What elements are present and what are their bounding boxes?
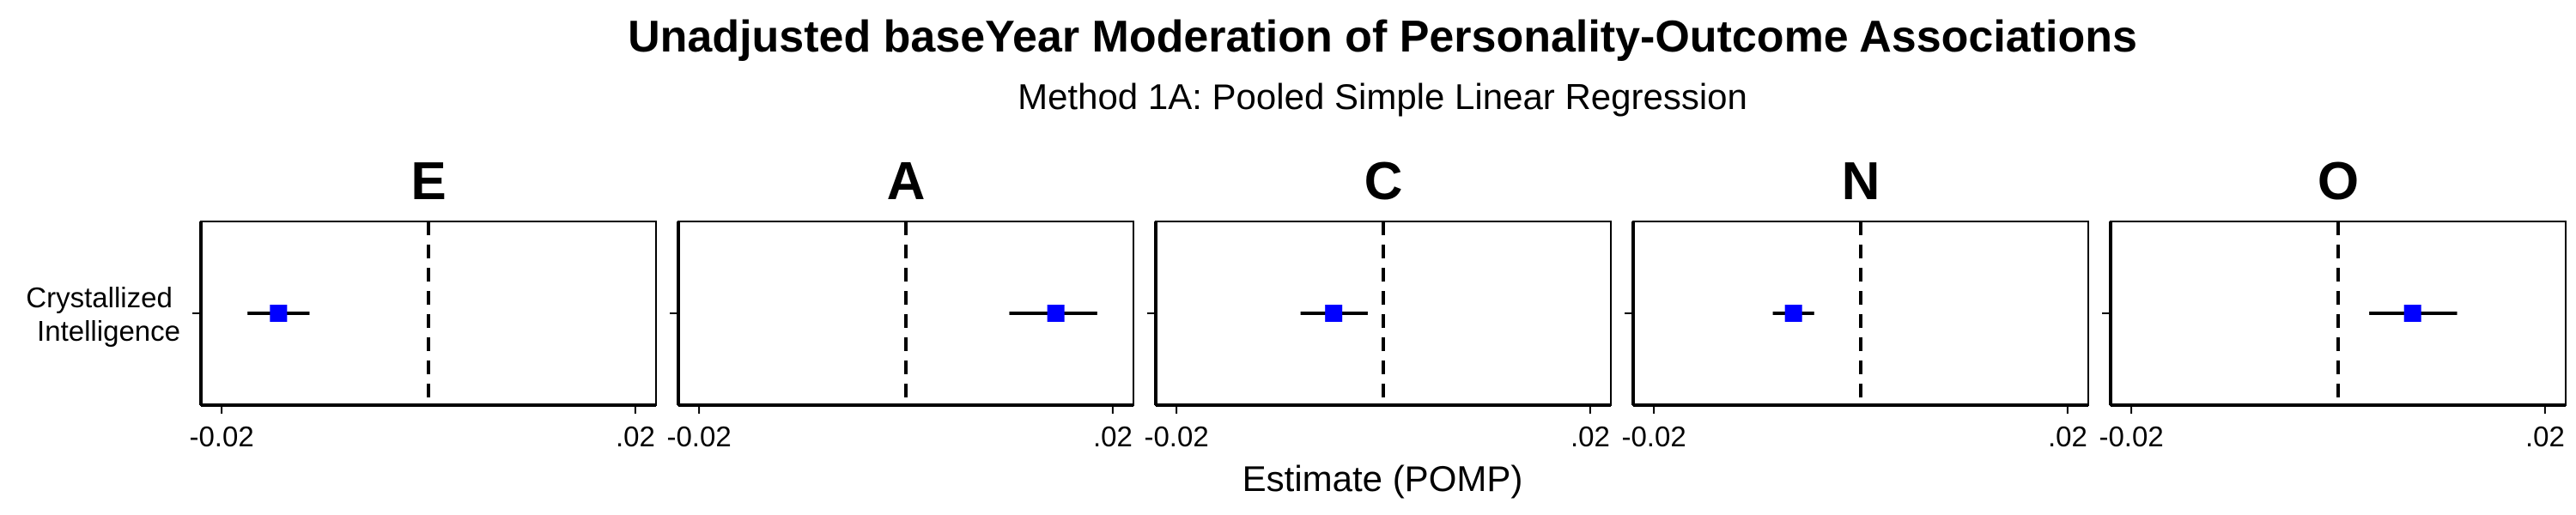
facet-label-o: O xyxy=(2318,152,2359,211)
facet-label-e: E xyxy=(410,152,446,211)
x-tick-label-e-1: .02 xyxy=(616,421,655,452)
y-axis-label-line-1: Crystallized xyxy=(26,282,173,313)
facet-panels: E -0.02 .02 A -0.02 .02 C -0.02 .02 N -0.02 .02 O -0.… xyxy=(189,152,2567,452)
chart-subtitle: Method 1A: Pooled Simple Linear Regressi… xyxy=(1018,76,1747,117)
x-tick-label-e-0: -0.02 xyxy=(189,421,253,452)
point-estimate-o xyxy=(2403,305,2421,322)
facet-label-a: A xyxy=(887,152,926,211)
x-tick-label-a-0: -0.02 xyxy=(666,421,731,452)
x-tick-label-c-0: -0.02 xyxy=(1144,421,1208,452)
y-axis-label: Crystallized Intelligence xyxy=(26,282,180,347)
point-estimate-c xyxy=(1325,305,1343,322)
x-tick-label-o-0: -0.02 xyxy=(2099,421,2163,452)
point-estimate-a xyxy=(1047,305,1065,322)
point-estimate-n xyxy=(1784,305,1802,322)
x-tick-label-n-1: .02 xyxy=(2048,421,2087,452)
x-axis-label: Estimate (POMP) xyxy=(1242,458,1523,499)
x-tick-label-a-1: .02 xyxy=(1093,421,1133,452)
x-tick-label-n-0: -0.02 xyxy=(1621,421,1686,452)
x-tick-label-c-1: .02 xyxy=(1571,421,1610,452)
y-axis-label-line-2: Intelligence xyxy=(37,315,180,347)
facet-label-n: N xyxy=(1842,152,1880,211)
point-estimate-e xyxy=(270,305,288,322)
chart-title: Unadjusted baseYear Moderation of Person… xyxy=(628,12,2137,62)
x-tick-label-o-1: .02 xyxy=(2525,421,2565,452)
facet-label-c: C xyxy=(1364,152,1403,211)
